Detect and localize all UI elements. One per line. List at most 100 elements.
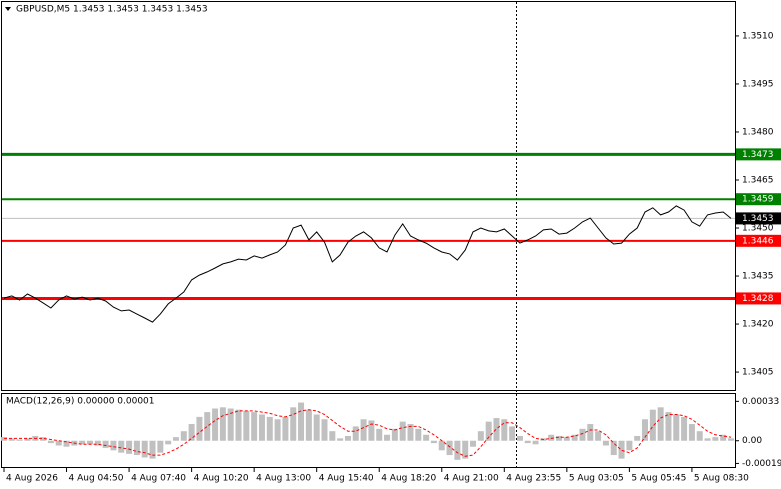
macd-bar (509, 426, 516, 441)
macd-bar (423, 434, 430, 441)
macd-bar (595, 431, 602, 441)
x-tick-label: 5 Aug 05:45 (631, 474, 686, 484)
macd-bar (126, 440, 133, 454)
macd-bar (579, 428, 586, 441)
macd-bar (235, 409, 242, 441)
x-tick-label: 4 Aug 2026 (6, 474, 58, 484)
level-label: 1.3473 (742, 150, 774, 160)
level-label: 1.3446 (742, 236, 774, 246)
macd-bar (696, 431, 703, 441)
level-label-bg (736, 292, 781, 305)
macd-bar (63, 440, 70, 447)
y-tick-label: 1.3480 (742, 127, 774, 137)
macd-bar (634, 435, 641, 441)
macd-bar (360, 419, 367, 441)
macd-bar (266, 416, 273, 441)
macd-bar (430, 440, 437, 444)
macd-bar (298, 402, 305, 441)
macd-bar (110, 440, 117, 451)
price-pane (1, 1, 736, 391)
macd-bar (204, 412, 211, 441)
macd-bar (626, 440, 633, 451)
macd-bar (282, 416, 289, 441)
x-tick-label: 4 Aug 07:40 (131, 474, 186, 484)
y-tick-label: 1.3465 (742, 175, 774, 185)
macd-bar (55, 440, 62, 446)
chart-title: GBPUSD,M5 1.3453 1.3453 1.3453 1.3453 (16, 5, 208, 15)
x-tick-label: 4 Aug 10:20 (194, 474, 249, 484)
macd-bar (118, 440, 125, 453)
macd-bar (321, 419, 328, 441)
y-tick-label: 1.3405 (742, 368, 774, 378)
macd-bar (665, 412, 672, 441)
macd-bar (618, 440, 625, 459)
macd-bar (79, 440, 86, 445)
macd-bar (493, 418, 500, 441)
macd-bar (212, 408, 219, 441)
macd-bar (728, 438, 734, 441)
macd-bar (485, 421, 492, 441)
macd-bar (407, 424, 414, 441)
macd-bar (446, 440, 453, 456)
y-tick-label: 1.3450 (742, 224, 774, 234)
macd-bar (337, 438, 344, 441)
macd-bar (516, 435, 523, 441)
macd-bar (649, 409, 656, 441)
macd-pane (1, 393, 736, 468)
macd-bar (165, 440, 172, 445)
macd-bar (243, 410, 250, 441)
macd-bar (720, 434, 727, 441)
macd-bar (188, 424, 195, 441)
macd-bar (157, 440, 164, 453)
macd-bar (563, 437, 570, 441)
macd-bar (344, 435, 351, 441)
macd-bar (470, 440, 477, 447)
level-label: 1.3428 (742, 294, 774, 304)
macd-bar (556, 435, 563, 441)
signal-line (4, 409, 732, 457)
price-line (3, 205, 732, 323)
macd-bar (438, 440, 445, 451)
macd-bar (673, 414, 680, 441)
macd-bar (196, 416, 203, 441)
x-tick-label: 4 Aug 21:00 (444, 474, 499, 484)
macd-bar (368, 420, 375, 441)
macd-bar (688, 424, 695, 441)
macd-bar (704, 438, 711, 441)
macd-bar (149, 440, 156, 459)
macd-bar (329, 431, 336, 441)
macd-bar (251, 412, 258, 441)
level-label-bg (736, 234, 781, 247)
macd-bar (172, 437, 179, 441)
y-tick-label: 1.3510 (742, 31, 774, 41)
macd-bar (141, 440, 148, 458)
macd-bar (94, 440, 101, 446)
macd-bar (454, 440, 461, 460)
macd-bar (8, 438, 15, 441)
macd-bar (571, 434, 578, 441)
y-tick-label: 0.00033 (742, 397, 779, 407)
macd-bar (227, 408, 234, 441)
macd-bar (602, 440, 609, 446)
y-tick-label: 1.3435 (742, 272, 774, 282)
macd-bar (376, 428, 383, 441)
macd-bar (532, 440, 539, 445)
y-tick-label: 1.3495 (742, 79, 774, 89)
y-tick-label: -0.00019 (742, 459, 781, 469)
macd-bar (524, 440, 531, 444)
level-label-bg (736, 148, 781, 161)
macd-bar (16, 439, 23, 441)
macd-bar (102, 440, 109, 448)
x-tick-label: 4 Aug 18:20 (381, 474, 436, 484)
macd-bar (681, 416, 688, 441)
macd-bar (1, 437, 7, 441)
macd-bar (501, 419, 508, 441)
macd-bar (657, 407, 664, 441)
macd-bar (258, 414, 265, 441)
x-tick-label: 4 Aug 04:50 (69, 474, 124, 484)
macd-bar (642, 419, 649, 441)
macd-bar (274, 419, 281, 441)
macd-bar (477, 431, 484, 441)
macd-bar (548, 434, 555, 441)
